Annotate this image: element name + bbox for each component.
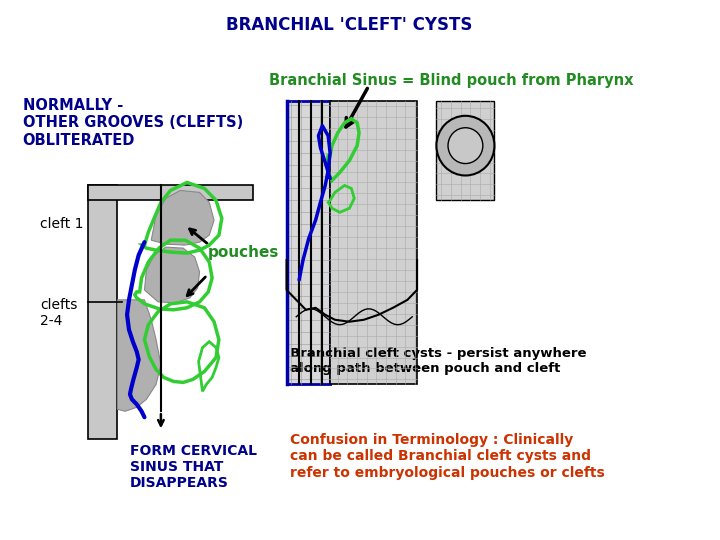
- Text: clefts
2-4: clefts 2-4: [40, 298, 78, 328]
- Circle shape: [448, 128, 483, 164]
- Circle shape: [436, 116, 495, 176]
- Polygon shape: [117, 300, 161, 411]
- Polygon shape: [89, 185, 117, 439]
- Polygon shape: [330, 101, 417, 384]
- Text: BRANCHIAL 'CLEFT' CYSTS: BRANCHIAL 'CLEFT' CYSTS: [226, 16, 472, 35]
- Polygon shape: [151, 191, 214, 245]
- Text: Branchial Sinus = Blind pouch from Pharynx: Branchial Sinus = Blind pouch from Phary…: [269, 73, 634, 88]
- Text: Confusion in Terminology : Clinically
can be called Branchial cleft cysts and
re: Confusion in Terminology : Clinically ca…: [290, 433, 606, 480]
- Text: FORM CERVICAL
SINUS THAT
DISAPPEARS: FORM CERVICAL SINUS THAT DISAPPEARS: [130, 444, 257, 490]
- Polygon shape: [145, 247, 199, 303]
- Text: pouches: pouches: [207, 245, 279, 260]
- Text: cleft 1: cleft 1: [40, 217, 84, 231]
- Polygon shape: [287, 101, 330, 384]
- Text: Branchial cleft cysts - persist anywhere
along path between pouch and cleft: Branchial cleft cysts - persist anywhere…: [290, 347, 587, 375]
- Text: NORMALLY -
OTHER GROOVES (CLEFTS)
OBLITERATED: NORMALLY - OTHER GROOVES (CLEFTS) OBLITE…: [22, 98, 243, 147]
- Polygon shape: [89, 185, 253, 200]
- Polygon shape: [436, 101, 495, 200]
